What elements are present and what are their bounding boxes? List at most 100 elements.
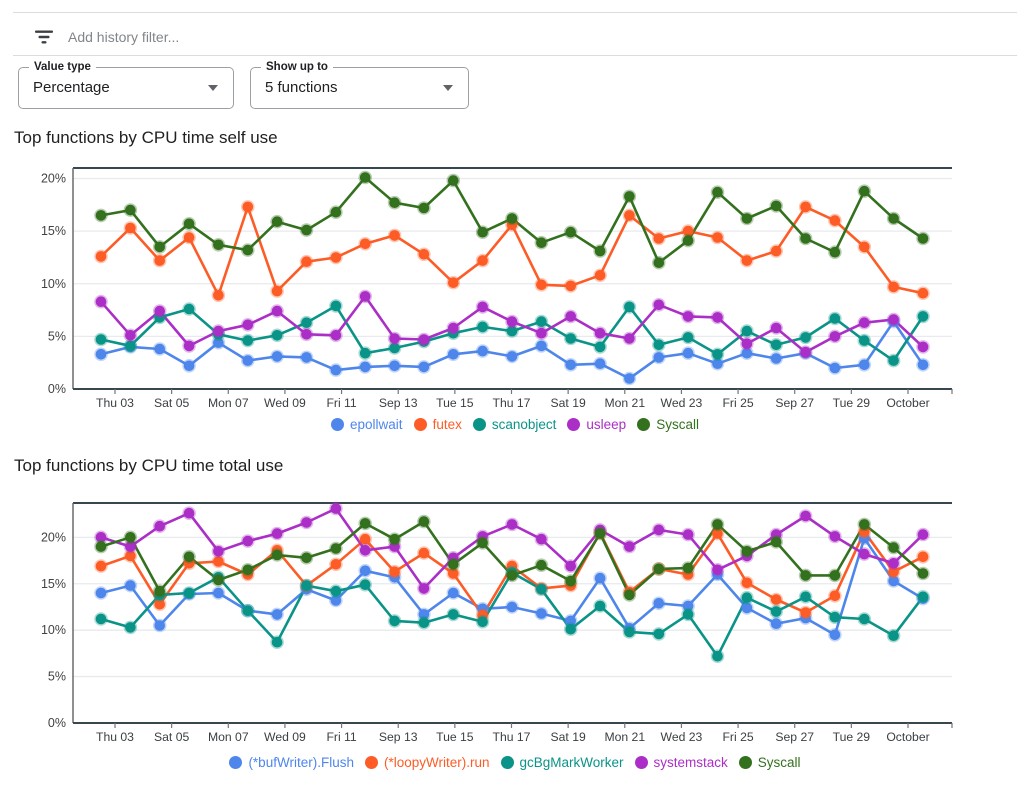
data-point-(*bufWriter).Flush[interactable] — [358, 564, 373, 578]
data-point-epollwait[interactable] — [828, 361, 842, 375]
data-point-systemstack[interactable] — [182, 506, 196, 521]
data-point-systemstack[interactable] — [710, 563, 725, 577]
data-point-Syscall[interactable] — [475, 536, 490, 550]
data-point-Syscall[interactable] — [211, 238, 226, 252]
data-point-usleep[interactable] — [740, 336, 754, 351]
data-point-futex[interactable] — [358, 237, 373, 251]
data-point-gcBgMarkWorker[interactable] — [123, 620, 138, 635]
data-point-gcBgMarkWorker[interactable] — [828, 610, 842, 624]
data-point-gcBgMarkWorker[interactable] — [182, 586, 196, 600]
data-point-Syscall[interactable] — [211, 573, 226, 587]
data-point-Syscall[interactable] — [534, 558, 549, 572]
data-point-(*bufWriter).Flush[interactable] — [593, 571, 607, 585]
data-point-Syscall[interactable] — [387, 532, 402, 547]
data-point-gcBgMarkWorker[interactable] — [710, 649, 725, 663]
data-point-Syscall[interactable] — [94, 539, 108, 554]
data-point-epollwait[interactable] — [358, 360, 373, 374]
data-point-futex[interactable] — [270, 284, 284, 298]
data-point-futex[interactable] — [710, 230, 725, 245]
data-point-futex[interactable] — [769, 244, 784, 258]
legend-item-usleep[interactable]: usleep — [567, 417, 626, 432]
legend-item-gcBgMarkWorker[interactable]: gcBgMarkWorker — [500, 755, 624, 770]
data-point-scanobject[interactable] — [828, 311, 842, 326]
data-point-gcBgMarkWorker[interactable] — [534, 582, 549, 597]
data-point-systemstack[interactable] — [886, 556, 901, 571]
data-point-epollwait[interactable] — [857, 358, 872, 372]
data-point-usleep[interactable] — [622, 331, 637, 346]
data-point-usleep[interactable] — [358, 289, 373, 304]
data-point-scanobject[interactable] — [740, 324, 754, 338]
data-point-Syscall[interactable] — [710, 517, 725, 532]
data-point-epollwait[interactable] — [505, 349, 519, 364]
data-point-(*bufWriter).Flush[interactable] — [152, 618, 167, 633]
data-point-scanobject[interactable] — [857, 333, 872, 348]
data-point-systemstack[interactable] — [299, 515, 314, 530]
data-point-(*bufWriter).Flush[interactable] — [270, 607, 284, 622]
data-point-usleep[interactable] — [652, 298, 666, 312]
data-point-Syscall[interactable] — [769, 535, 784, 549]
data-point-Syscall[interactable] — [270, 548, 284, 562]
data-point-usleep[interactable] — [769, 321, 784, 335]
data-point-futex[interactable] — [828, 213, 842, 228]
data-point-usleep[interactable] — [94, 294, 108, 309]
data-point-scanobject[interactable] — [534, 314, 549, 329]
data-point-Syscall[interactable] — [916, 566, 930, 581]
data-point-futex[interactable] — [740, 253, 754, 268]
data-point-gcBgMarkWorker[interactable] — [446, 607, 461, 622]
data-point-Syscall[interactable] — [828, 245, 842, 259]
data-point-Syscall[interactable] — [94, 208, 108, 223]
data-point-systemstack[interactable] — [505, 517, 519, 532]
data-point-Syscall[interactable] — [505, 211, 519, 226]
data-point-systemstack[interactable] — [241, 534, 255, 548]
data-point-Syscall[interactable] — [182, 550, 196, 564]
data-point-Syscall[interactable] — [886, 211, 901, 226]
data-point-futex[interactable] — [534, 278, 549, 292]
data-point-futex[interactable] — [182, 230, 196, 245]
data-point-gcBgMarkWorker[interactable] — [387, 614, 402, 628]
data-point-Syscall[interactable] — [798, 568, 813, 583]
data-point-Syscall[interactable] — [123, 203, 138, 217]
data-point-epollwait[interactable] — [622, 371, 637, 386]
data-point-gcBgMarkWorker[interactable] — [270, 635, 284, 649]
data-point-systemstack[interactable] — [417, 581, 431, 596]
legend-item-Syscall[interactable]: Syscall — [738, 755, 801, 770]
data-point-scanobject[interactable] — [622, 300, 637, 314]
data-point-futex[interactable] — [622, 208, 637, 223]
data-point-scanobject[interactable] — [182, 302, 196, 316]
data-point-Syscall[interactable] — [710, 185, 725, 200]
data-point-scanobject[interactable] — [769, 338, 784, 352]
data-point-(*loopyWriter).run[interactable] — [916, 550, 930, 564]
data-point-usleep[interactable] — [299, 327, 314, 342]
data-point-Syscall[interactable] — [329, 205, 343, 220]
data-point-futex[interactable] — [857, 240, 872, 254]
data-point-futex[interactable] — [387, 228, 402, 243]
data-point-scanobject[interactable] — [270, 328, 284, 343]
data-point-gcBgMarkWorker[interactable] — [740, 590, 754, 605]
data-point-futex[interactable] — [94, 249, 108, 264]
data-point-Syscall[interactable] — [828, 568, 842, 583]
data-point-gcBgMarkWorker[interactable] — [358, 577, 373, 592]
data-point-Syscall[interactable] — [417, 514, 431, 529]
data-point-Syscall[interactable] — [563, 574, 578, 588]
data-point-gcBgMarkWorker[interactable] — [593, 599, 607, 613]
data-point-Syscall[interactable] — [916, 231, 930, 246]
data-point-gcBgMarkWorker[interactable] — [475, 615, 490, 629]
data-point-usleep[interactable] — [241, 318, 255, 332]
data-point-epollwait[interactable] — [241, 353, 255, 368]
data-point-Syscall[interactable] — [299, 551, 314, 565]
data-point-systemstack[interactable] — [681, 527, 695, 542]
data-point-systemstack[interactable] — [828, 529, 842, 544]
data-point-epollwait[interactable] — [475, 344, 490, 358]
data-point-gcBgMarkWorker[interactable] — [857, 612, 872, 626]
data-point-futex[interactable] — [916, 286, 930, 300]
data-point-(*loopyWriter).run[interactable] — [329, 557, 343, 572]
data-point-scanobject[interactable] — [299, 315, 314, 330]
data-point-futex[interactable] — [475, 253, 490, 268]
data-point-Syscall[interactable] — [417, 201, 431, 215]
value-type-select[interactable]: Value type Percentage — [18, 61, 234, 109]
data-point-usleep[interactable] — [857, 315, 872, 330]
data-point-epollwait[interactable] — [270, 349, 284, 364]
data-point-scanobject[interactable] — [593, 340, 607, 354]
data-point-futex[interactable] — [446, 275, 461, 290]
data-point-Syscall[interactable] — [740, 211, 754, 226]
